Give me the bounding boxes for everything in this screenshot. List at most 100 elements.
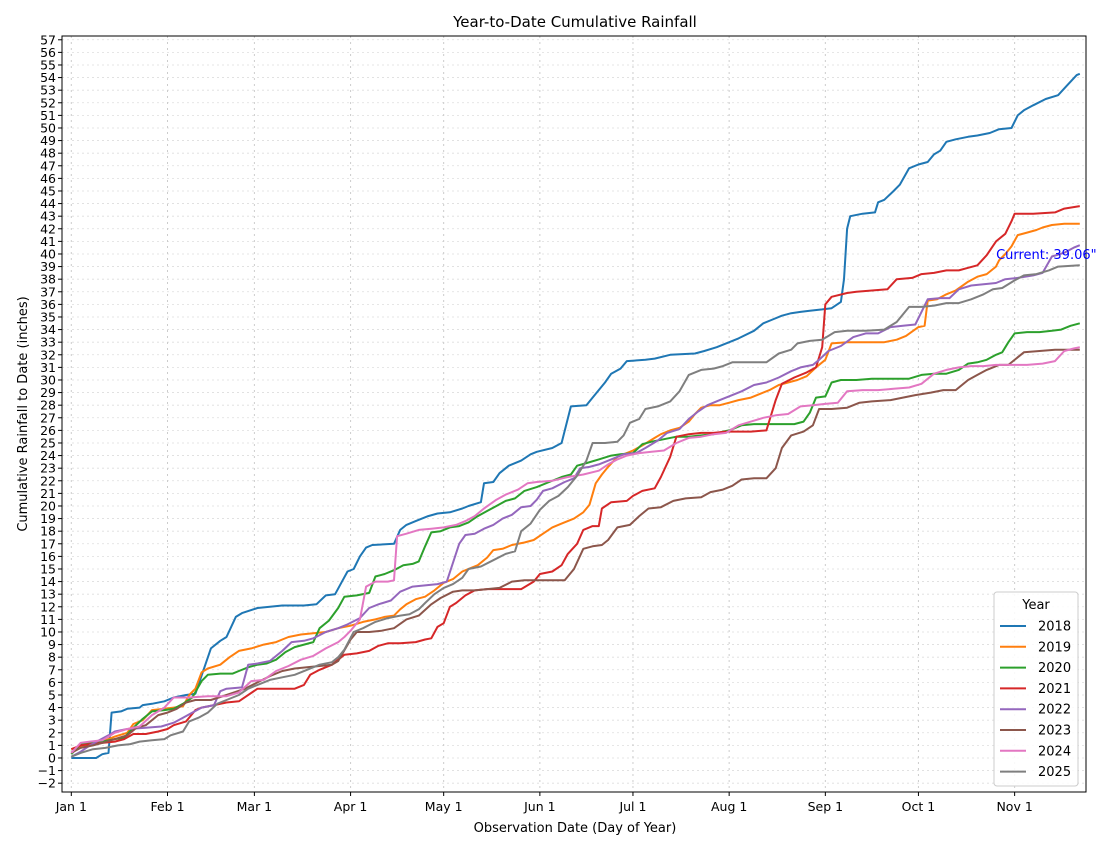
current-annotation: Current: 39.06" [996, 248, 1097, 263]
y-tick-label: 44 [40, 196, 56, 211]
y-tick-label: 13 [40, 587, 56, 602]
x-tick-label: Aug 1 [711, 799, 747, 814]
y-tick-label: 48 [40, 146, 56, 161]
y-tick-label: 43 [40, 209, 56, 224]
x-tick-label: Nov 1 [996, 799, 1032, 814]
legend-title: Year [1021, 598, 1050, 613]
y-tick-label: 37 [40, 284, 56, 299]
y-tick-label: 0 [48, 750, 56, 765]
y-tick-label: 26 [40, 423, 56, 438]
y-tick-label: −1 [38, 763, 56, 778]
y-tick-label: 32 [40, 347, 56, 362]
y-tick-label: 46 [40, 171, 56, 186]
x-tick-label: Jul 1 [618, 799, 646, 814]
y-tick-label: 36 [40, 297, 56, 312]
y-tick-label: 3 [48, 713, 56, 728]
x-tick-label: Feb 1 [150, 799, 184, 814]
x-tick-label: Jun 1 [523, 799, 555, 814]
y-tick-label: 56 [40, 45, 56, 60]
y-tick-label: 42 [40, 221, 56, 236]
legend-label-2020: 2020 [1038, 661, 1071, 676]
y-tick-label: −2 [38, 776, 56, 791]
y-tick-label: 21 [40, 486, 56, 501]
y-tick-label: 22 [40, 473, 56, 488]
x-tick-label: Jan 1 [55, 799, 87, 814]
y-tick-label: 47 [40, 158, 56, 173]
y-tick-label: 23 [40, 461, 56, 476]
y-tick-label: 17 [40, 536, 56, 551]
x-tick-label: Sep 1 [808, 799, 844, 814]
legend-label-2024: 2024 [1038, 744, 1071, 759]
x-axis-title: Observation Date (Day of Year) [474, 821, 677, 836]
x-tick-label: May 1 [425, 799, 463, 814]
y-tick-label: 24 [40, 448, 56, 463]
y-axis-title: Cumulative Rainfall to Date (inches) [16, 296, 31, 531]
y-tick-label: 39 [40, 259, 56, 274]
series-line-2022 [70, 244, 1081, 758]
series-line-2018 [71, 72, 1081, 759]
y-tick-label: 57 [40, 32, 56, 47]
y-tick-label: 41 [40, 234, 56, 249]
legend-box [993, 591, 1079, 787]
y-tick-label: 25 [40, 435, 56, 450]
y-tick-label: 19 [40, 511, 56, 526]
y-tick-label: 34 [40, 322, 56, 337]
series-line-2020 [70, 322, 1081, 755]
legend-label-2023: 2023 [1038, 724, 1071, 739]
legend: Year 2018 2019 2020 2021 2022 2023 2024 2025 [993, 591, 1079, 787]
y-tick-label: 9 [48, 637, 56, 652]
y-tick-label: 1 [48, 738, 56, 753]
y-tick-label: 49 [40, 133, 56, 148]
y-tick-label: 31 [40, 360, 56, 375]
series-line-2023 [70, 348, 1080, 754]
y-tick-label: 8 [48, 650, 56, 665]
y-tick-label: 53 [40, 83, 56, 98]
legend-label-2025: 2025 [1038, 765, 1071, 780]
y-tick-label: 6 [48, 675, 56, 690]
y-tick-label: 14 [40, 574, 56, 589]
y-tick-label: 5 [48, 687, 56, 702]
series-line-2019 [71, 222, 1080, 751]
plot-frame [61, 35, 1087, 793]
x-tick-label: Mar 1 [237, 799, 273, 814]
y-axis-ticks: −2−1012345678910111213141516171819202122… [38, 32, 62, 791]
y-tick-label: 12 [40, 599, 56, 614]
y-tick-label: 55 [40, 57, 56, 72]
y-tick-label: 35 [40, 309, 56, 324]
x-tick-label: Apr 1 [334, 799, 368, 814]
y-tick-label: 38 [40, 272, 56, 287]
series-line-2024 [70, 346, 1081, 754]
y-tick-label: 18 [40, 524, 56, 539]
y-tick-label: 2 [48, 725, 56, 740]
y-tick-label: 51 [40, 108, 56, 123]
legend-label-2022: 2022 [1038, 703, 1071, 718]
y-tick-label: 20 [40, 498, 56, 513]
y-tick-label: 29 [40, 385, 56, 400]
y-tick-label: 52 [40, 95, 56, 110]
y-tick-label: 30 [40, 372, 56, 387]
legend-label-2021: 2021 [1038, 682, 1071, 697]
series-line-2025 [70, 264, 1080, 758]
y-tick-label: 45 [40, 183, 56, 198]
y-tick-label: 33 [40, 335, 56, 350]
y-tick-label: 7 [48, 662, 56, 677]
chart-title: Year-to-Date Cumulative Rainfall [452, 13, 697, 31]
y-tick-label: 10 [40, 624, 56, 639]
x-tick-label: Oct 1 [902, 799, 936, 814]
grid [62, 36, 1086, 792]
y-tick-label: 28 [40, 398, 56, 413]
y-tick-label: 4 [48, 700, 56, 715]
legend-label-2019: 2019 [1038, 640, 1071, 655]
legend-label-2018: 2018 [1038, 620, 1071, 635]
y-tick-label: 11 [40, 612, 56, 627]
series-line-2021 [70, 205, 1080, 751]
y-tick-label: 27 [40, 410, 56, 425]
y-tick-label: 54 [40, 70, 56, 85]
y-tick-label: 15 [40, 561, 56, 576]
series-lines [70, 72, 1081, 759]
x-axis-ticks: Jan 1 Feb 1 Mar 1 Apr 1 May 1 Jun 1 Jul 1 Aug 1… [55, 792, 1033, 814]
y-tick-label: 50 [40, 120, 56, 135]
y-tick-label: 16 [40, 549, 56, 564]
y-tick-label: 40 [40, 246, 56, 261]
